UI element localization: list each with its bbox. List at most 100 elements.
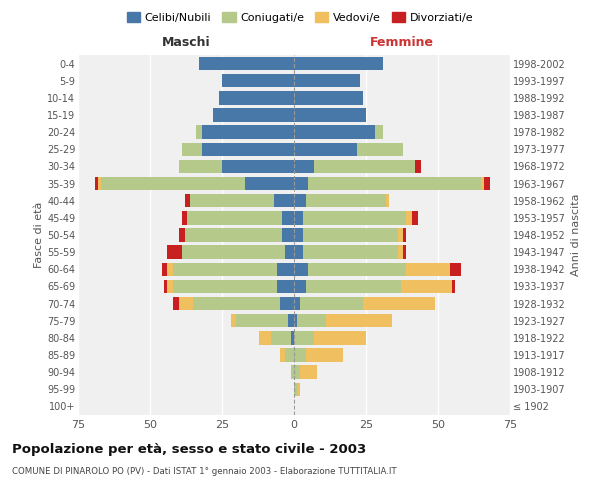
Bar: [294, 57, 383, 70]
Bar: [167, 262, 173, 276]
Bar: [294, 314, 297, 328]
Bar: [481, 177, 484, 190]
Bar: [406, 211, 412, 224]
Bar: [412, 211, 418, 224]
Bar: [294, 108, 366, 122]
Bar: [222, 74, 294, 88]
Bar: [277, 262, 294, 276]
Bar: [484, 177, 490, 190]
Bar: [294, 126, 374, 139]
Bar: [288, 314, 294, 328]
Bar: [190, 194, 274, 207]
Bar: [259, 331, 271, 344]
Bar: [305, 194, 386, 207]
Bar: [363, 297, 435, 310]
Bar: [314, 331, 366, 344]
Bar: [167, 246, 182, 259]
Bar: [277, 280, 294, 293]
Text: Femmine: Femmine: [370, 36, 434, 49]
Bar: [271, 331, 291, 344]
Text: COMUNE DI PINAROLO PO (PV) - Dati ISTAT 1° gennaio 2003 - Elaborazione TUTTITALI: COMUNE DI PINAROLO PO (PV) - Dati ISTAT …: [12, 468, 397, 476]
Bar: [185, 194, 190, 207]
Bar: [406, 262, 449, 276]
Bar: [187, 211, 283, 224]
Bar: [294, 331, 314, 344]
Bar: [401, 280, 452, 293]
Bar: [415, 160, 421, 173]
Bar: [403, 246, 406, 259]
Bar: [182, 142, 202, 156]
Bar: [297, 314, 326, 328]
Bar: [173, 297, 179, 310]
Bar: [167, 280, 173, 293]
Bar: [173, 280, 277, 293]
Bar: [294, 262, 308, 276]
Bar: [300, 297, 363, 310]
Bar: [374, 126, 383, 139]
Bar: [294, 246, 302, 259]
Bar: [305, 348, 343, 362]
Bar: [294, 177, 308, 190]
Y-axis label: Fasce di età: Fasce di età: [34, 202, 44, 268]
Bar: [326, 314, 392, 328]
Bar: [294, 366, 300, 379]
Bar: [101, 177, 245, 190]
Text: Popolazione per età, sesso e stato civile - 2003: Popolazione per età, sesso e stato civil…: [12, 442, 366, 456]
Bar: [230, 314, 236, 328]
Bar: [294, 348, 305, 362]
Bar: [286, 246, 294, 259]
Bar: [452, 280, 455, 293]
Bar: [179, 228, 185, 241]
Bar: [291, 331, 294, 344]
Bar: [294, 382, 297, 396]
Bar: [294, 91, 363, 104]
Bar: [179, 160, 222, 173]
Bar: [245, 177, 294, 190]
Bar: [214, 108, 294, 122]
Bar: [302, 211, 406, 224]
Bar: [185, 228, 283, 241]
Bar: [193, 297, 280, 310]
Bar: [280, 348, 286, 362]
Bar: [182, 211, 187, 224]
Bar: [219, 91, 294, 104]
Bar: [179, 297, 193, 310]
Bar: [358, 142, 403, 156]
Bar: [302, 228, 398, 241]
Bar: [398, 228, 403, 241]
Legend: Celibi/Nubili, Coniugati/e, Vedovi/e, Divorziati/e: Celibi/Nubili, Coniugati/e, Vedovi/e, Di…: [122, 8, 478, 28]
Bar: [236, 314, 288, 328]
Bar: [398, 246, 403, 259]
Bar: [294, 297, 300, 310]
Bar: [294, 194, 305, 207]
Bar: [308, 177, 481, 190]
Bar: [308, 262, 406, 276]
Bar: [161, 262, 167, 276]
Bar: [302, 246, 398, 259]
Bar: [283, 228, 294, 241]
Bar: [274, 194, 294, 207]
Bar: [386, 194, 389, 207]
Bar: [173, 262, 277, 276]
Bar: [294, 280, 305, 293]
Bar: [202, 142, 294, 156]
Bar: [294, 228, 302, 241]
Bar: [280, 297, 294, 310]
Bar: [294, 74, 360, 88]
Bar: [297, 382, 300, 396]
Bar: [294, 142, 358, 156]
Bar: [202, 126, 294, 139]
Bar: [294, 211, 302, 224]
Bar: [314, 160, 415, 173]
Bar: [164, 280, 167, 293]
Bar: [291, 366, 294, 379]
Bar: [403, 228, 406, 241]
Bar: [286, 348, 294, 362]
Bar: [199, 57, 294, 70]
Bar: [182, 246, 286, 259]
Bar: [283, 211, 294, 224]
Bar: [449, 262, 461, 276]
Bar: [98, 177, 101, 190]
Y-axis label: Anni di nascita: Anni di nascita: [571, 194, 581, 276]
Bar: [305, 280, 401, 293]
